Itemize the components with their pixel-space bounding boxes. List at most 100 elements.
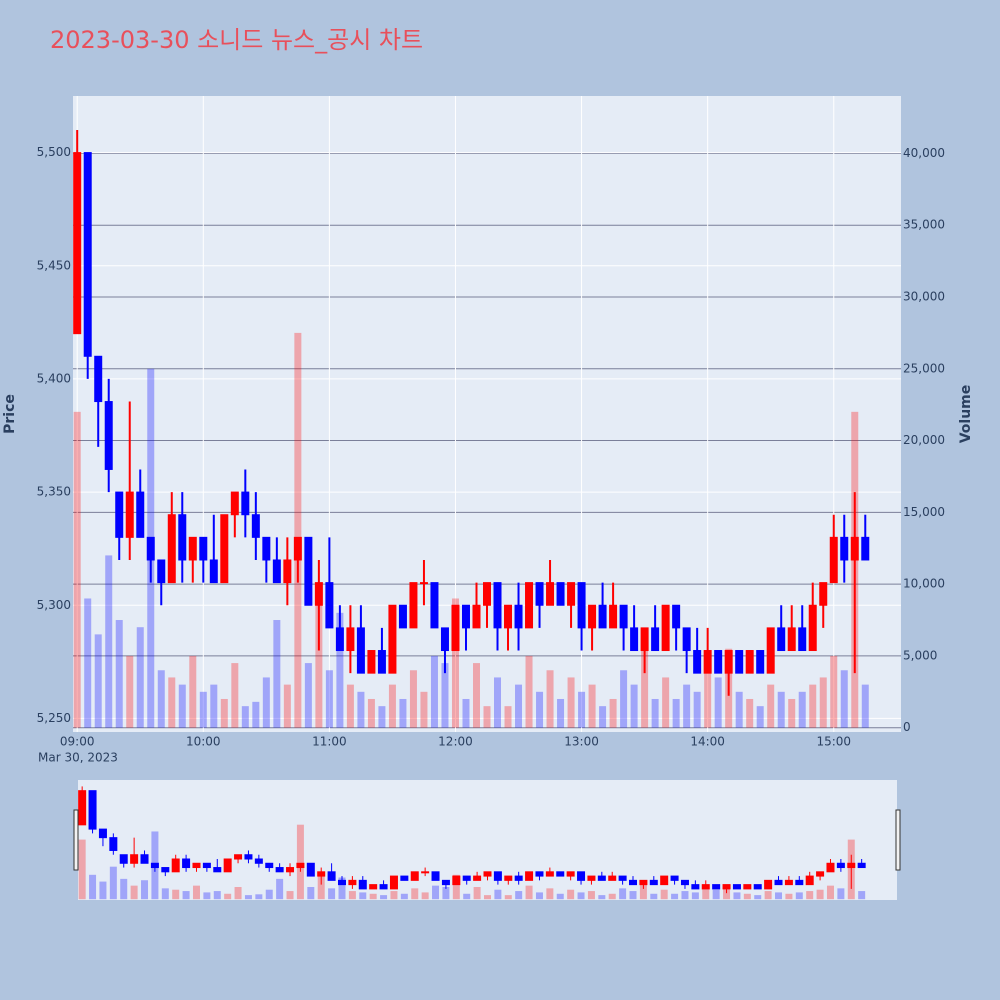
candle-body	[777, 627, 786, 652]
volume-bar-slider	[348, 891, 356, 900]
volume-bar-slider	[837, 888, 845, 900]
volume-bar	[504, 706, 512, 728]
volume-bar	[788, 698, 796, 728]
y2-tick-label: 10,000	[903, 577, 945, 591]
y2-axis-title: Volume	[958, 385, 974, 444]
volume-bar	[683, 684, 691, 728]
volume-bar-slider	[525, 885, 533, 900]
candle-body	[314, 582, 323, 606]
candle-body	[640, 627, 649, 652]
volume-bar-slider	[203, 892, 211, 900]
candle-body	[493, 582, 502, 629]
volume-bar	[693, 691, 701, 728]
candle-body-slider	[764, 879, 773, 890]
candle-body-slider	[78, 790, 87, 826]
volume-bar	[819, 677, 827, 728]
candle-body-slider	[514, 875, 523, 881]
candle-body	[840, 536, 849, 561]
candle-body	[125, 491, 134, 538]
candle-body-slider	[525, 871, 534, 881]
candle-body-slider	[805, 875, 814, 886]
volume-bar	[662, 677, 670, 728]
candle-body	[619, 604, 628, 629]
candle-body-slider	[306, 862, 315, 877]
slider-handle-right[interactable]	[895, 809, 901, 871]
candle-body-slider	[337, 879, 346, 886]
volume-bar-slider	[775, 892, 783, 900]
candle-body	[630, 627, 639, 652]
candle-body-slider	[680, 879, 689, 886]
candle-body-slider	[254, 858, 263, 864]
candle-body-slider	[629, 879, 638, 886]
volume-bar-slider	[276, 878, 284, 900]
candle-body	[262, 536, 271, 561]
candle-body	[367, 650, 376, 674]
volume-bar	[315, 598, 323, 728]
volume-bar	[735, 691, 743, 728]
slider-handle-left[interactable]	[73, 809, 79, 871]
y2-tick-label: 40,000	[903, 146, 945, 160]
candle-body	[199, 536, 208, 561]
candle-body-slider	[275, 867, 284, 873]
volume-bar	[451, 598, 459, 728]
volume-bar	[241, 706, 249, 728]
candle-body	[83, 152, 92, 357]
candle-body-slider	[784, 879, 793, 886]
volume-bar-slider	[224, 893, 232, 900]
volume-bar-slider	[629, 891, 637, 900]
volume-bar	[105, 555, 113, 728]
volume-bar	[325, 670, 333, 728]
candle-body-slider	[577, 871, 586, 881]
volume-bar	[830, 655, 838, 728]
candle-body	[661, 604, 670, 652]
volume-bar	[620, 670, 628, 728]
candle-body	[440, 627, 449, 652]
candle-body-slider	[483, 871, 492, 877]
candle-body-slider	[462, 875, 471, 881]
volume-bar	[231, 663, 239, 728]
volume-bar-slider	[192, 885, 200, 900]
volume-bar	[756, 706, 764, 728]
candle-body	[419, 582, 428, 585]
volume-bar-slider	[598, 895, 606, 900]
candle-body-slider	[369, 884, 378, 890]
volume-bar-slider	[307, 886, 315, 900]
candle-body-slider	[109, 837, 118, 851]
candle-body-slider	[410, 871, 419, 881]
slider-marks	[78, 786, 866, 900]
volume-bar	[378, 706, 386, 728]
range-slider[interactable]	[78, 780, 897, 900]
volume-bar	[430, 655, 438, 728]
volume-bar	[462, 698, 470, 728]
x-tick-label: 14:00	[690, 735, 725, 749]
volume-bar-slider	[328, 888, 336, 900]
volume-bar	[809, 684, 817, 728]
candle-body	[577, 582, 586, 629]
candle-body	[798, 627, 807, 652]
volume-bar-slider	[141, 880, 149, 900]
y2-tick-label: 15,000	[903, 505, 945, 519]
candle-body-slider	[618, 875, 627, 881]
volume-bar	[494, 677, 502, 728]
candle-body	[588, 604, 597, 629]
volume-bar	[672, 698, 680, 728]
y-tick-label: 5,400	[37, 371, 71, 385]
marks	[73, 129, 870, 728]
candle-body	[136, 491, 145, 538]
y-tick-label: 5,250	[37, 711, 71, 725]
volume-bar	[515, 684, 523, 728]
volume-bar-slider	[234, 886, 242, 900]
candle-body	[556, 582, 565, 606]
volume-bar	[420, 691, 428, 728]
volume-bar-slider	[619, 888, 627, 900]
volume-bar-slider	[743, 893, 751, 900]
candle-body-slider	[743, 884, 752, 890]
candle-body	[283, 559, 292, 584]
candle-body	[787, 627, 796, 652]
candle-body-slider	[130, 854, 139, 864]
volume-bar-slider	[858, 891, 866, 900]
plot-area	[73, 96, 901, 732]
volume-bar-slider	[712, 889, 720, 900]
volume-bar-slider	[577, 892, 585, 900]
candle-body	[714, 650, 723, 674]
